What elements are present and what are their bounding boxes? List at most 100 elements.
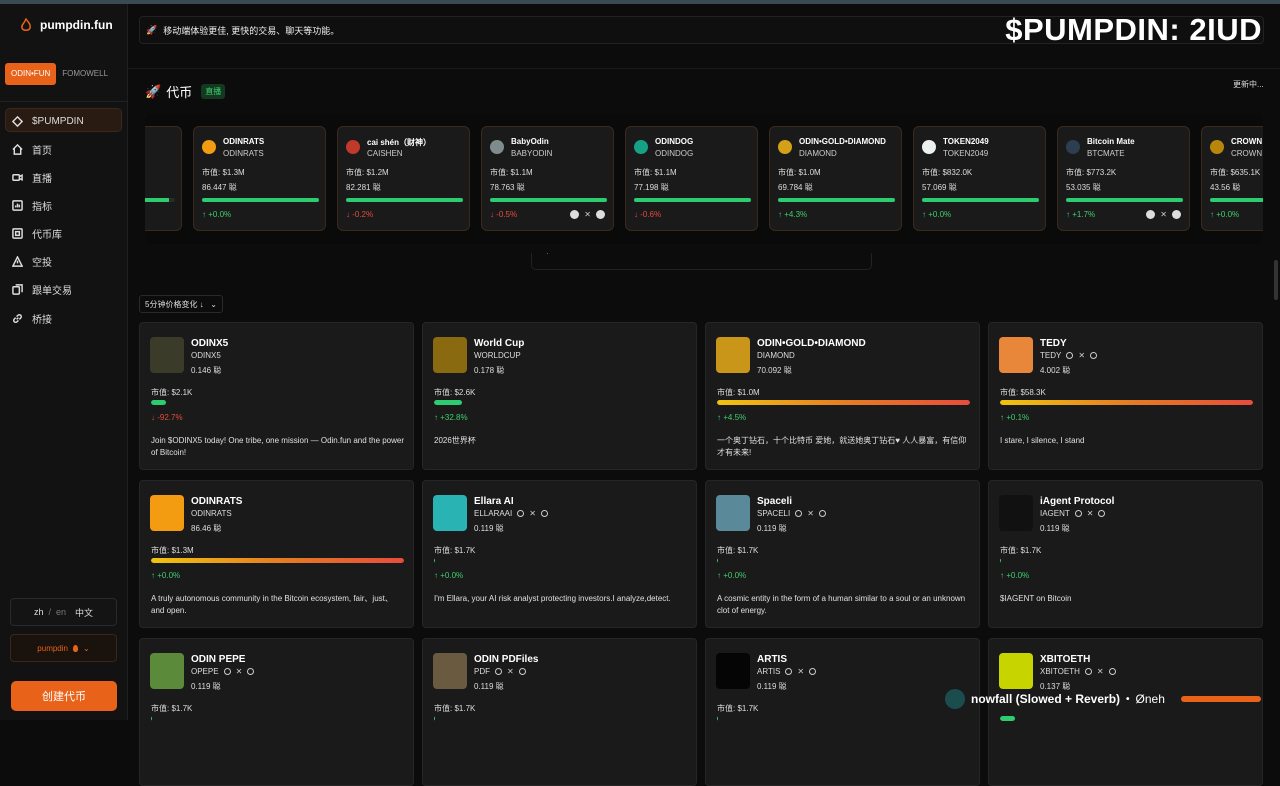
token-name: ODIN PEPE	[191, 654, 246, 665]
language-switch[interactable]: zh / en 中文	[10, 598, 117, 626]
globe-icon[interactable]	[818, 510, 826, 517]
globe-icon[interactable]	[540, 510, 548, 517]
holders: 0.146 聪	[191, 366, 222, 375]
telegram-icon[interactable]	[1146, 210, 1156, 219]
create-token-button[interactable]: 创建代币	[11, 681, 117, 711]
token-card[interactable]: Spaceli SPACELI ✕ 0.119 聪市值: $1.7K ↑ +0.0% A …	[705, 480, 980, 628]
telegram-icon[interactable]	[795, 510, 803, 517]
globe-icon[interactable]	[1108, 668, 1116, 675]
globe-icon[interactable]	[596, 210, 605, 219]
progress-bar	[202, 198, 319, 202]
token-card[interactable]: World Cup WORLDCUP 0.178 聪市值: $2.6K ↑ +32.8…	[422, 322, 697, 470]
x-icon[interactable]: ✕	[797, 667, 805, 676]
token-card[interactable]: Ellara AI ELLARAAI ✕ 0.119 聪市值: $1.7K ↑ +0.0…	[422, 480, 697, 628]
market-cap: 市值: $1.7K	[717, 546, 759, 555]
token-image	[716, 653, 750, 689]
x-icon[interactable]: ✕	[1096, 667, 1104, 676]
price-change: ↑ +0.0%	[1000, 571, 1030, 580]
token-card[interactable]: ARTIS ARTIS ✕ 0.119 聪市值: $1.7K	[705, 638, 980, 786]
ticker-card[interactable]: BabyOdin BABYODIN 市值: $1.1M 78.763 聪 ↓ -0.5%…	[481, 126, 614, 231]
sidebar-item-live[interactable]: 直播	[10, 170, 52, 185]
x-icon[interactable]: ✕	[1086, 509, 1094, 518]
token-description: I'm Ellara, your AI risk analyst protect…	[434, 594, 671, 603]
globe-icon[interactable]	[1172, 210, 1181, 219]
globe-icon[interactable]	[1098, 510, 1106, 517]
scrollbar[interactable]	[1274, 260, 1278, 300]
token-card[interactable]: TEDY TEDY ✕ 4.002 聪市值: $58.3K ↑ +0.1% I stare…	[988, 322, 1263, 470]
sidebar-item-metrics[interactable]: 指标	[10, 198, 52, 213]
x-icon[interactable]: ✕	[584, 210, 591, 219]
sidebar-item-airdrop[interactable]: 空投	[10, 254, 52, 269]
sidebar-item-home[interactable]: 首页	[10, 142, 52, 157]
token-description: $IAGENT on Bitcoin	[1000, 594, 1072, 603]
token-image	[716, 495, 750, 531]
token-card[interactable]: ODINX5 ODINX5 0.146 聪市值: $2.1K ↓ -92.7% Join…	[139, 322, 414, 470]
sidebar-item-copy-trade[interactable]: 跟单交易	[10, 282, 72, 297]
progress-fill	[1210, 198, 1263, 202]
x-icon[interactable]: ✕	[507, 667, 514, 676]
token-name: ARTIS	[757, 654, 787, 665]
price-change: ↓ -0.5%	[490, 210, 518, 219]
globe-icon[interactable]	[247, 668, 255, 675]
token-card[interactable]: iAgent Protocol IAGENT ✕ 0.119 聪市值: $1.7K ↑ …	[988, 480, 1263, 628]
telegram-icon[interactable]	[495, 668, 502, 675]
token-image	[150, 495, 184, 531]
music-progress[interactable]	[1180, 696, 1261, 702]
token-card[interactable]: ODIN PEPE OPEPE ✕ 0.119 聪市值: $1.7K	[139, 638, 414, 786]
app-logo[interactable]: pumpdin.fun	[20, 18, 113, 32]
ticker-card[interactable]: ODINRATS ODINRATS 市值: $1.3M 86.447 聪 ↑ +0.0%	[193, 126, 326, 231]
telegram-icon[interactable]	[1084, 668, 1092, 675]
telegram-icon[interactable]	[517, 510, 525, 517]
sidebar-item-pumpdin[interactable]: $PUMPDIN	[10, 114, 84, 128]
ticker-card[interactable]: THER	[145, 126, 182, 231]
x-icon[interactable]: ✕	[807, 509, 814, 518]
price-change: ↑ +0.0%	[717, 571, 747, 580]
sidebar-item-bridge[interactable]: 桥接	[10, 311, 52, 326]
x-icon[interactable]: ✕	[1078, 351, 1086, 360]
globe-icon[interactable]	[518, 668, 526, 675]
token-image	[999, 653, 1033, 689]
music-player[interactable]: nowfall (Slowed + Reverb) • Øneh	[945, 686, 1270, 712]
progress-fill	[1000, 716, 1016, 721]
market-cap: 市值: $1.7K	[434, 704, 476, 713]
ticker-card[interactable]: ODIN•GOLD•DIAMOND DIAMOND 市值: $1.0M 69.784 …	[769, 126, 902, 231]
globe-icon[interactable]	[809, 668, 817, 675]
telegram-icon[interactable]	[223, 668, 231, 675]
sidebar-item-token-library[interactable]: 代币库	[10, 226, 62, 241]
progress-fill	[346, 198, 463, 202]
ticker-card[interactable]: cai shén（财神） CAISHEN 市值: $1.2M 82.281 聪 ↓ -0…	[337, 126, 470, 231]
x-icon[interactable]: ✕	[529, 509, 536, 518]
market-cap: 市值: $773.2K	[1066, 168, 1117, 177]
ticker-card[interactable]: Bitcoin Mate BTCMATE 市值: $773.2K 53.035 聪 ↑ …	[1057, 126, 1190, 231]
sort-dropdown[interactable]: 5分钟价格变化 ↓ ⌄	[139, 295, 223, 313]
progress-bar	[634, 198, 751, 202]
user-menu[interactable]: pumpdin ⌄	[10, 634, 117, 662]
globe-icon[interactable]	[1090, 352, 1098, 359]
ticker-card[interactable]: CROWN CROWN 市值: $635.1K 43.56 聪 ↑ +0.0%	[1201, 126, 1263, 231]
telegram-icon[interactable]	[1074, 510, 1082, 517]
tab-odin-fun[interactable]: ODIN•FUN	[5, 63, 57, 85]
token-symbol-row: ELLARAAI ✕	[474, 509, 548, 518]
token-card[interactable]: ODIN PDFiles PDF ✕ 0.119 聪市值: $1.7K	[422, 638, 697, 786]
x-icon[interactable]: ✕	[235, 667, 243, 676]
ticker-card[interactable]: TOKEN2049 TOKEN2049 市值: $832.0K 57.069 聪 ↑ +…	[913, 126, 1046, 231]
token-card[interactable]: XBITOETH XBITOETH ✕ 0.137 聪	[988, 638, 1263, 786]
token-name: Spaceli	[757, 496, 793, 507]
token-card[interactable]: ODINRATS ODINRATS 86.46 聪市值: $1.3M ↑ +0.0% A…	[139, 480, 414, 628]
telegram-icon[interactable]	[570, 210, 580, 219]
x-icon[interactable]: ✕	[1160, 210, 1167, 219]
home-icon	[10, 143, 24, 157]
tab-fomowell[interactable]: FOMOWELL	[62, 69, 109, 78]
live-badge: 直播	[201, 84, 226, 99]
progress-bar	[1210, 198, 1263, 202]
sidebar-divider	[0, 101, 128, 102]
lang-en[interactable]: en	[56, 607, 67, 617]
ticker-card[interactable]: ODINDOG ODINDOG 市值: $1.1M 77.198 聪 ↓ -0.6%	[625, 126, 758, 231]
telegram-icon[interactable]	[785, 668, 793, 675]
token-card[interactable]: ODIN•GOLD•DIAMOND DIAMOND 70.092 聪市值: $1.0…	[705, 322, 980, 470]
lang-zh[interactable]: zh	[33, 607, 44, 617]
ticker-strip-handle[interactable]: ·	[531, 249, 872, 270]
progress-bar	[1000, 716, 1253, 721]
airdrop-icon	[10, 255, 24, 269]
telegram-icon[interactable]	[1066, 352, 1074, 359]
